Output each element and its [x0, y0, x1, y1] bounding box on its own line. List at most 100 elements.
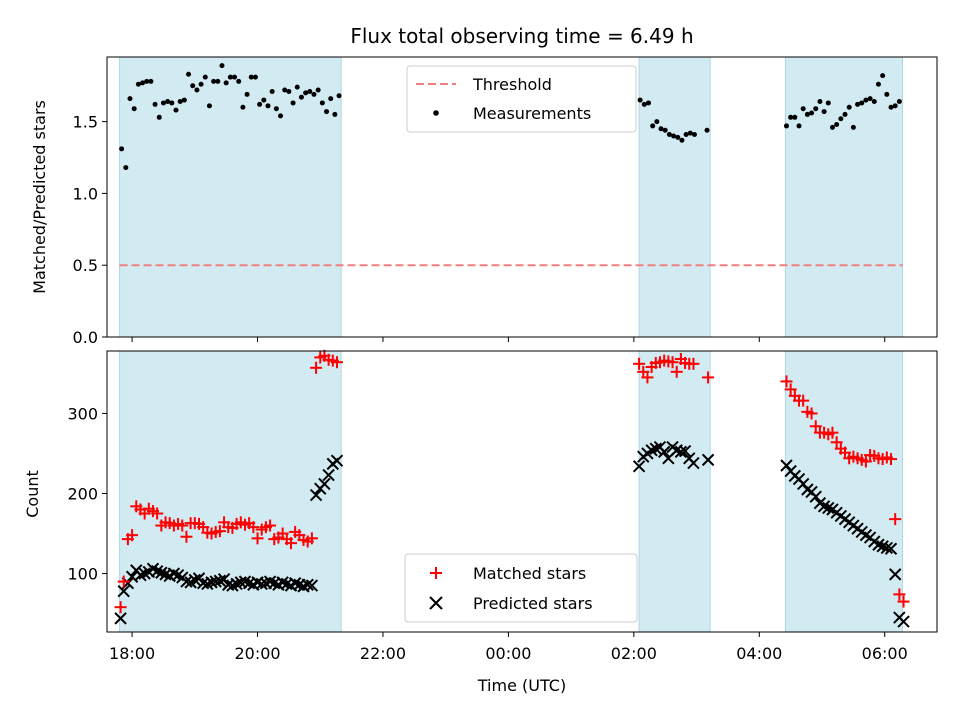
legend-matched-swatch: [430, 567, 442, 579]
measurement-point: [825, 100, 831, 106]
measurement-point: [792, 114, 798, 120]
measurement-point: [838, 116, 844, 122]
predicted-star-point: [888, 568, 902, 581]
measurement-point: [236, 78, 242, 84]
measurement-point: [278, 113, 284, 119]
matched-star-point: [670, 365, 683, 378]
measurement-point: [198, 81, 204, 87]
measurement-point: [160, 100, 166, 106]
predicted-stars-points: [114, 440, 910, 628]
matched-star-point: [805, 407, 818, 420]
measurement-point: [131, 106, 137, 112]
measurement-point: [152, 101, 158, 107]
predicted-star-point: [330, 454, 344, 467]
matched-star-point: [687, 357, 700, 370]
predicted-star-point: [780, 459, 793, 472]
predicted-star-point: [217, 572, 231, 586]
x-tick-label: 00:00: [485, 644, 531, 663]
matched-star-point: [897, 595, 910, 608]
predicted-star-point: [649, 442, 663, 455]
x-tick-label: 20:00: [234, 644, 280, 663]
predicted-star-point: [657, 445, 671, 459]
measurement-point: [227, 74, 233, 80]
measurement-point: [165, 99, 171, 105]
matched-star-point: [213, 525, 226, 538]
matched-star-point: [176, 519, 189, 532]
matched-star-point: [641, 371, 654, 384]
measurement-point: [181, 97, 187, 103]
measurement-point: [783, 123, 789, 129]
bottom-y-tick-label: 100: [67, 565, 98, 584]
matched-star-point: [830, 436, 843, 449]
measurement-point: [194, 87, 200, 93]
measurement-point: [286, 88, 292, 94]
bottom-legend: Matched stars Predicted stars: [404, 553, 638, 623]
measurement-point: [148, 78, 154, 84]
matched-star-point: [117, 575, 130, 588]
measurement-point: [119, 146, 125, 152]
predicted-star-point: [674, 445, 688, 459]
measurement-point: [645, 100, 651, 106]
measurement-point: [704, 127, 710, 133]
ratio-panel: 0.0 0.5 1.0 1.5 Matched/Predicted stars Thr…: [30, 56, 938, 347]
measurement-point: [219, 63, 225, 69]
predicted-star-point: [238, 575, 252, 588]
measurement-point: [244, 91, 250, 97]
matched-star-point: [893, 588, 906, 601]
measurement-point: [846, 104, 852, 110]
predicted-star-point: [226, 579, 239, 592]
predicted-star-point: [632, 460, 646, 473]
measurement-point: [654, 119, 660, 125]
measurement-point: [261, 97, 267, 103]
measurement-point: [324, 109, 330, 115]
bottom-x-ticks: 18:00 20:00 22:00 00:00 02:00 04:00 06:00: [109, 632, 908, 663]
top-y-ticks: 0.0 0.5 1.0 1.5: [73, 113, 107, 347]
top-y-tick-label: 1.0: [73, 184, 98, 203]
measurement-point: [240, 104, 246, 110]
x-tick-label: 18:00: [109, 644, 155, 663]
measurement-point: [144, 78, 150, 84]
x-tick-label: 04:00: [736, 644, 782, 663]
predicted-star-point: [305, 579, 319, 592]
measurement-point: [173, 107, 179, 113]
matched-star-point: [809, 420, 822, 433]
matched-star-point: [885, 453, 898, 466]
observing-band-bottom-2: [638, 350, 711, 633]
measurement-point: [687, 130, 693, 136]
measurement-point: [156, 114, 162, 120]
predicted-star-point: [687, 456, 700, 470]
measurement-point: [896, 99, 902, 105]
matched-star-point: [780, 375, 793, 388]
legend-measurements-label: Measurements: [473, 104, 591, 123]
measurement-point: [290, 100, 296, 106]
measurement-point: [859, 100, 865, 106]
bottom-y-ticks: 100 200 300: [67, 404, 107, 584]
predicted-star-point: [678, 444, 692, 458]
observing-band-top-2: [638, 56, 711, 338]
measurement-point: [319, 100, 325, 106]
measurement-point: [884, 91, 890, 97]
x-tick-label: 06:00: [862, 644, 908, 663]
measurement-point: [123, 165, 129, 171]
predicted-star-point: [188, 573, 202, 587]
measurement-point: [888, 104, 894, 110]
predicted-star-point: [701, 453, 715, 467]
matched-star-point: [666, 356, 679, 369]
measurement-point: [332, 111, 338, 117]
matched-star-point: [247, 521, 260, 534]
matched-star-point: [784, 383, 797, 396]
predicted-star-point: [897, 615, 910, 628]
matched-star-point: [114, 601, 127, 614]
predicted-star-point: [114, 612, 127, 625]
measurement-point: [273, 106, 279, 112]
measurement-point: [679, 137, 685, 143]
measurement-point: [252, 74, 258, 80]
measurement-point: [215, 78, 221, 84]
legend-predicted-swatch: [429, 596, 443, 610]
measurement-point: [298, 94, 304, 100]
measurement-point: [206, 103, 212, 109]
measurement-point: [202, 74, 208, 80]
matched-star-point: [889, 513, 902, 526]
matched-star-point: [859, 455, 872, 468]
measurement-point: [211, 78, 217, 84]
